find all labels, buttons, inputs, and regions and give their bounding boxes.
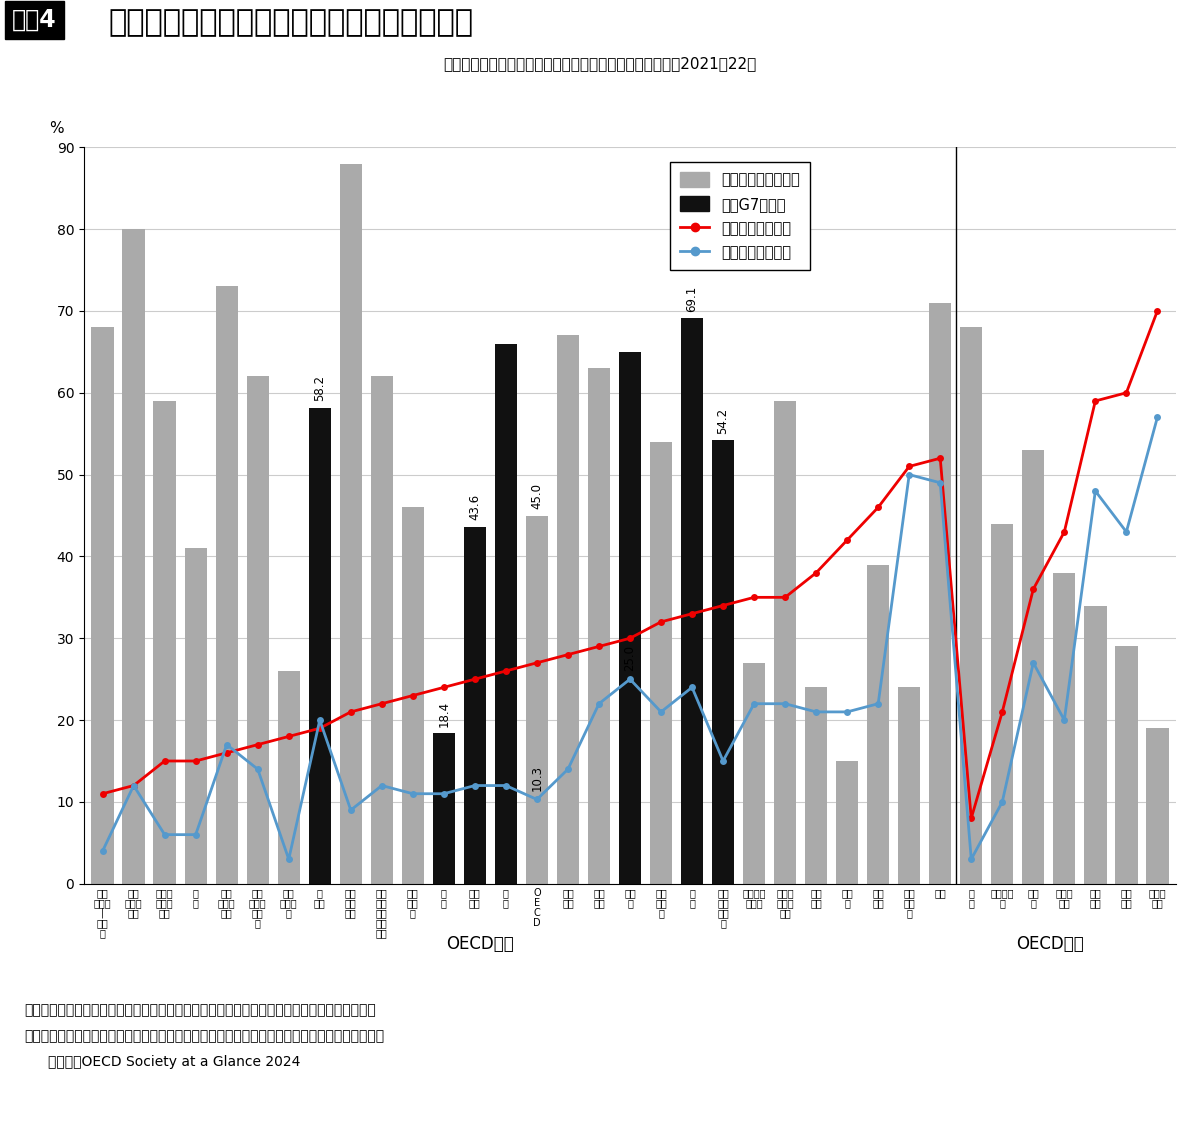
Bar xyxy=(712,441,734,884)
Bar xyxy=(898,688,920,884)
Bar xyxy=(340,163,362,884)
Text: 体感治安（夜ひとりで歩くのが安全でないと感じる割合）2021～22年: 体感治安（夜ひとりで歩くのが安全でないと感じる割合）2021～22年 xyxy=(443,57,757,71)
Bar xyxy=(308,408,331,884)
Bar xyxy=(743,663,766,884)
Legend: ジェンダーギャップ, 同（G7諸国）, 体感治安（女性）, 体感治安（男性）: ジェンダーギャップ, 同（G7諸国）, 体感治安（女性）, 体感治安（男性） xyxy=(670,162,810,270)
Text: 図表4: 図表4 xyxy=(12,8,56,32)
Text: 18.4: 18.4 xyxy=(437,700,450,726)
Bar xyxy=(929,303,952,884)
Bar xyxy=(185,548,206,884)
Bar xyxy=(91,327,114,884)
Text: 10.3: 10.3 xyxy=(530,765,544,791)
Bar xyxy=(619,352,641,884)
Bar xyxy=(1054,573,1075,884)
Text: （注）ギャロップ調査による。国の並びは女性の体感治安の順。体感治安＝住んでいる地域で: （注）ギャロップ調査による。国の並びは女性の体感治安の順。体感治安＝住んでいる地… xyxy=(24,1003,376,1016)
Bar xyxy=(991,523,1014,884)
Text: OECD以外: OECD以外 xyxy=(1016,935,1084,953)
Bar xyxy=(774,401,797,884)
Text: （資料）OECD Society at a Glance 2024: （資料）OECD Society at a Glance 2024 xyxy=(48,1055,300,1068)
Bar xyxy=(1022,450,1044,884)
Text: OECD諸国: OECD諸国 xyxy=(446,935,514,953)
Bar xyxy=(960,327,983,884)
Text: 58.2: 58.2 xyxy=(313,375,326,401)
Text: 45.0: 45.0 xyxy=(530,483,544,509)
Bar xyxy=(463,527,486,884)
Bar xyxy=(216,287,238,884)
Bar xyxy=(805,688,827,884)
Bar xyxy=(246,376,269,884)
Bar xyxy=(371,376,392,884)
Bar xyxy=(277,671,300,884)
Text: 69.1: 69.1 xyxy=(685,286,698,312)
Bar xyxy=(557,335,580,884)
Bar xyxy=(588,368,610,884)
Bar xyxy=(680,318,703,884)
Text: 43.6: 43.6 xyxy=(468,494,481,520)
Bar xyxy=(526,516,548,884)
Bar xyxy=(433,733,455,884)
Bar xyxy=(836,761,858,884)
Bar xyxy=(122,229,145,884)
Text: 25.0: 25.0 xyxy=(624,645,636,671)
Bar xyxy=(402,508,424,884)
Bar xyxy=(1115,647,1138,884)
Bar xyxy=(154,401,176,884)
Text: 男性とくらべ女性が夜道で不安を感じる日本: 男性とくらべ女性が夜道で不安を感じる日本 xyxy=(108,8,473,37)
Y-axis label: %: % xyxy=(49,121,64,136)
Bar xyxy=(494,343,517,884)
Bar xyxy=(1146,729,1169,884)
Bar xyxy=(650,442,672,884)
Bar xyxy=(868,564,889,884)
Bar xyxy=(1084,605,1106,884)
Text: 夜ひとりで歩くのが安全でないと感じる者の割合、ジェンダーギャップ＝男女差の対女性割合。: 夜ひとりで歩くのが安全でないと感じる者の割合、ジェンダーギャップ＝男女差の対女性… xyxy=(24,1029,384,1042)
Text: 54.2: 54.2 xyxy=(716,408,730,434)
